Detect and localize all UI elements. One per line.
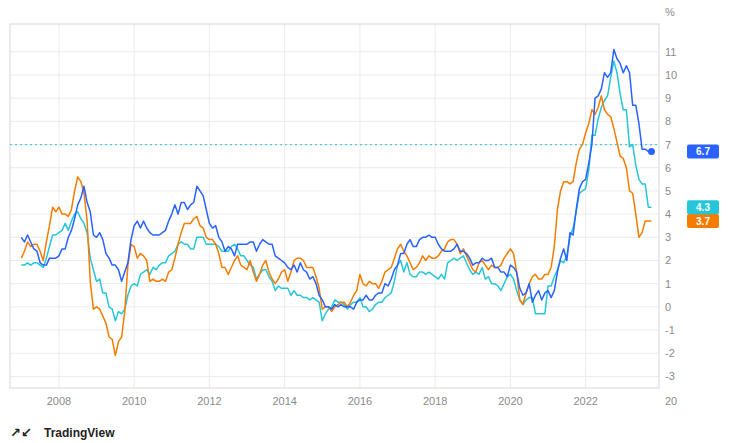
series-line xyxy=(21,61,651,321)
x-tick-label: 2012 xyxy=(197,395,221,407)
logo-icon: ↗↙ xyxy=(10,425,32,440)
x-tick-label: 2010 xyxy=(122,395,146,407)
y-grid-line xyxy=(10,98,659,99)
y-tick-label: 1 xyxy=(665,278,671,290)
y-tick-label: 0 xyxy=(665,301,671,313)
value-badge-label: 4.3 xyxy=(696,202,710,213)
y-grid-line xyxy=(10,214,659,215)
y-grid-line xyxy=(10,75,659,76)
reference-line xyxy=(10,144,659,145)
y-tick-label: -1 xyxy=(665,324,675,336)
series-line xyxy=(21,50,651,310)
plot-frame xyxy=(10,24,659,388)
y-grid-line xyxy=(10,283,659,284)
y-tick-label: 9 xyxy=(665,92,671,104)
y-grid-line xyxy=(10,353,659,354)
x-tick-label: 2014 xyxy=(272,395,296,407)
logo-text: TradingView xyxy=(44,426,115,440)
y-grid-line xyxy=(10,144,659,145)
y-grid-line xyxy=(10,376,659,377)
x-grid-line xyxy=(58,24,59,388)
x-tick-label: 2020 xyxy=(498,395,522,407)
value-badge-label: 6.7 xyxy=(696,146,710,157)
y-tick-label: 4 xyxy=(665,208,671,220)
y-tick-label: 10 xyxy=(665,69,677,81)
plot-area xyxy=(10,50,659,356)
x-tick-label: 2008 xyxy=(47,395,71,407)
x-tick-label: 2018 xyxy=(423,395,447,407)
y-tick-label: -3 xyxy=(665,370,675,382)
value-badge xyxy=(687,145,719,159)
x-grid-line xyxy=(134,24,135,388)
y-axis-label: % xyxy=(665,6,675,18)
x-grid-line xyxy=(209,24,210,388)
end-point xyxy=(648,148,655,155)
x-grid-line xyxy=(284,24,285,388)
value-badge-label: 3.7 xyxy=(696,216,710,227)
y-grid-line xyxy=(10,167,659,168)
y-tick-label: 5 xyxy=(665,185,671,197)
grid xyxy=(10,24,659,388)
y-tick-label: 3 xyxy=(665,231,671,243)
annotation: 20 xyxy=(665,395,677,407)
chart: 20082010201220142016201820202022-3-2-101… xyxy=(0,0,754,443)
y-tick-label: 11 xyxy=(665,46,676,58)
y-tick-label: 2 xyxy=(665,254,671,266)
y-tick-label: -2 xyxy=(665,347,675,359)
y-tick-label: 6 xyxy=(665,162,671,174)
x-grid-line xyxy=(510,24,511,388)
value-badge xyxy=(687,200,719,214)
y-grid-line xyxy=(10,51,659,52)
y-grid-line xyxy=(10,121,659,122)
y-tick-label: 7 xyxy=(665,139,671,151)
x-tick-label: 2016 xyxy=(348,395,372,407)
series-line xyxy=(21,96,651,356)
y-grid-line xyxy=(10,237,659,238)
y-tick-label: 8 xyxy=(665,115,671,127)
value-badge xyxy=(687,214,719,228)
background xyxy=(0,0,754,443)
x-grid-line xyxy=(435,24,436,388)
x-tick-label: 2022 xyxy=(573,395,597,407)
x-grid-line xyxy=(359,24,360,388)
x-grid-line xyxy=(585,24,586,388)
y-grid-line xyxy=(10,190,659,191)
